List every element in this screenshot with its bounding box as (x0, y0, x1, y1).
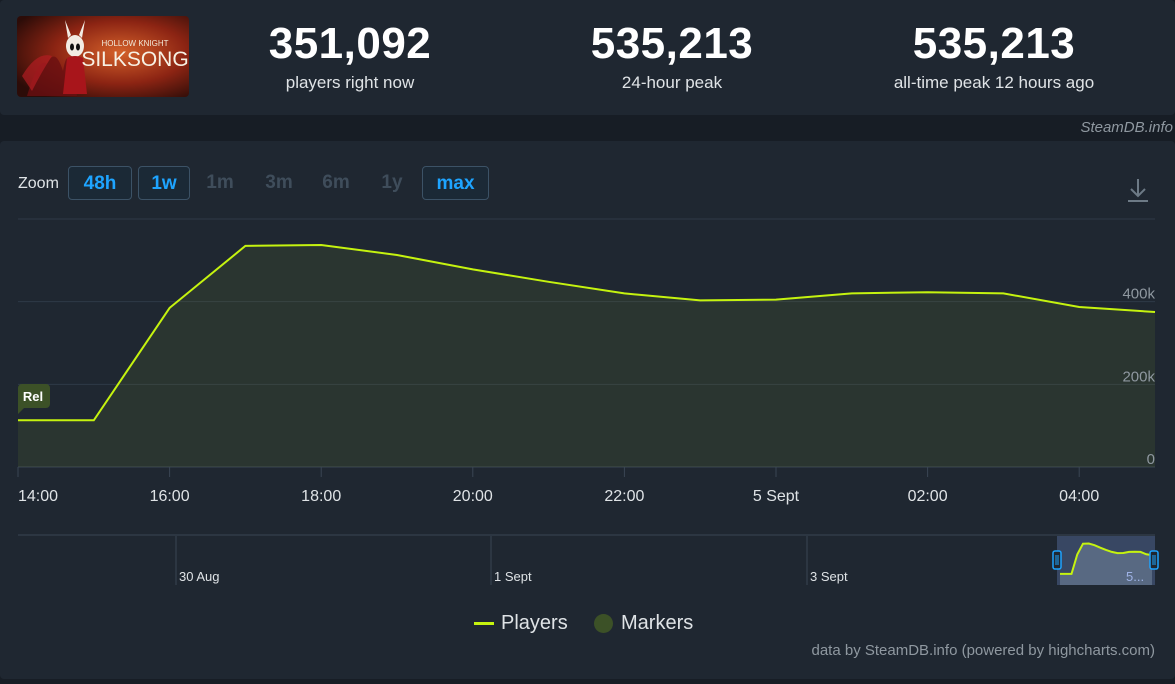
zoom-1m-button[interactable]: 1m (206, 172, 234, 193)
highcharts-credit[interactable]: data by SteamDB.info (powered by highcha… (811, 642, 1156, 659)
download-icon[interactable] (1125, 176, 1151, 204)
peak-24h-label: 24-hour peak (621, 73, 723, 92)
game-logo-line1: HOLLOW KNIGHT (101, 39, 168, 48)
all-time-peak-value: 535,213 (912, 19, 1076, 68)
zoom-max-button[interactable]: max (422, 166, 489, 200)
all-time-peak-label: all-time peak 12 hours ago (893, 73, 1095, 92)
peak-24h-value: 535,213 (590, 19, 754, 68)
legend-line-icon (474, 621, 494, 625)
legend-players[interactable]: Players (474, 610, 568, 636)
players-now-value: 351,092 (268, 19, 432, 68)
chart-panel (0, 141, 1175, 679)
zoom-6m-button[interactable]: 6m (322, 172, 350, 193)
game-logo[interactable]: HOLLOW KNIGHT SILKSONG (17, 16, 189, 97)
stats-panel: HOLLOW KNIGHT SILKSONG 351,092 players r… (0, 0, 1175, 115)
all-time-peak-stat: 535,213 all-time peak 12 hours ago (864, 16, 1124, 94)
players-now-stat: 351,092 players right now (240, 16, 460, 94)
zoom-48h-button[interactable]: 48h (68, 166, 132, 200)
zoom-1y-button[interactable]: 1y (381, 172, 403, 193)
game-logo-art: HOLLOW KNIGHT SILKSONG (17, 16, 189, 97)
legend-markers-label: Markers (621, 611, 694, 634)
players-now-label: players right now (285, 73, 415, 92)
zoom-3m-button[interactable]: 3m (265, 172, 293, 193)
zoom-label: Zoom (18, 175, 59, 192)
legend-markers[interactable]: Markers (594, 610, 693, 636)
zoom-1w-button[interactable]: 1w (138, 166, 190, 200)
peak-24h-stat: 535,213 24-hour peak (562, 16, 782, 94)
steamdb-credit[interactable]: SteamDB.info (1080, 119, 1173, 136)
game-logo-line2: SILKSONG (81, 48, 188, 71)
legend-marker-icon (594, 613, 613, 633)
legend-players-label: Players (501, 611, 568, 634)
